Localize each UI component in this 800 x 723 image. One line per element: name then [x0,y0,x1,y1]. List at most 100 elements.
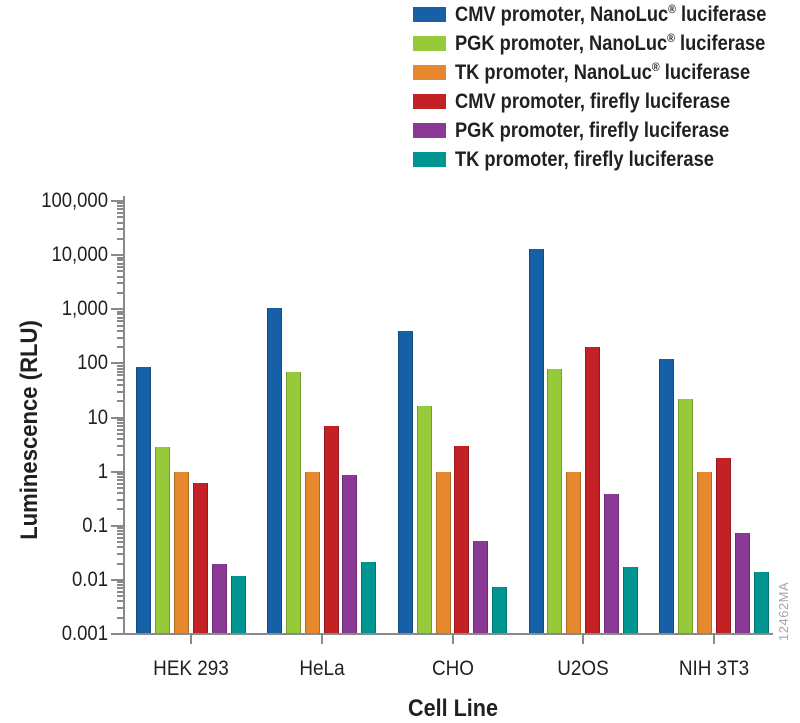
legend-label-text: CMV promoter, firefly luciferase [455,90,731,113]
y-minor-tick [117,221,124,224]
y-minor-tick [117,202,124,205]
bar-6-nih-3t3 [753,571,769,633]
legend-swatch-tk-firefly [413,152,446,167]
y-minor-tick [117,237,124,240]
y-tick-label: 0.01 [72,567,108,591]
bar-6-u2os [622,567,638,633]
y-minor-tick [117,432,124,435]
legend-swatch-cmv-firefly [413,94,446,109]
y-tick-label: 0.001 [61,622,108,645]
legend-item: PGK promoter, firefly luciferase [413,116,800,145]
y-minor-tick [117,329,124,332]
bar-6-hek-293 [230,575,246,633]
y-minor-tick [117,346,124,349]
x-category-label: HEK 293 [153,657,229,680]
y-minor-tick [117,320,124,323]
x-category-label: CHO [431,657,474,680]
y-minor-tick [117,473,124,476]
bar-2-cho [416,406,432,633]
y-minor-tick [117,270,124,273]
y-minor-tick [117,259,124,262]
legend-item: PGK promoter, NanoLuc® luciferase [413,29,800,58]
y-minor-tick [117,374,124,377]
y-minor-tick [117,492,124,495]
y-minor-tick [117,266,124,269]
y-tick-label: 0.1 [82,513,108,537]
y-minor-tick [117,562,124,565]
bar-2-hela [285,371,301,633]
y-tick-label: 10,000 [51,243,108,267]
bar-2-u2os [547,368,563,633]
legend-label-text: TK promoter, NanoLuc [455,61,652,84]
bar-1-hek-293 [136,367,152,633]
bar-5-cho [473,541,489,633]
y-minor-tick [117,364,124,367]
bar-2-nih-3t3 [678,398,694,633]
y-minor-tick [117,498,124,501]
x-tick [320,635,323,644]
legend-label-text: CMV promoter, NanoLuc [455,3,669,26]
y-minor-tick [117,228,124,231]
y-tick-label: 1 [97,459,108,483]
bar-4-hela [323,425,339,633]
legend-item: TK promoter, NanoLuc® luciferase [413,58,800,87]
bar-5-nih-3t3 [734,532,750,633]
y-minor-tick [117,533,124,536]
legend-label: TK promoter, NanoLuc® luciferase [455,58,750,87]
x-tick [713,635,715,644]
x-category-label: NIH 3T3 [678,657,750,680]
y-minor-tick [117,541,124,544]
y-tick-label: 100,000 [41,189,108,212]
bar-3-cho [435,471,451,633]
legend-item: CMV promoter, NanoLuc® luciferase [413,0,800,29]
legend-swatch-tk-nanoluc [413,65,446,80]
y-major-tick [111,416,123,419]
y-major-tick [111,200,123,202]
legend-label-text: PGK promoter, NanoLuc [455,32,668,55]
y-minor-tick [117,527,124,530]
legend-label-text: luciferase [674,32,766,55]
y-minor-tick [117,291,124,294]
bar-1-u2os [528,248,544,633]
y-minor-tick [117,421,124,424]
y-minor-tick [117,378,124,381]
bar-5-hela [342,475,358,633]
watermark: 12462MA [776,581,791,641]
y-major-tick [111,362,123,365]
y-minor-tick [117,553,124,556]
legend-label: CMV promoter, firefly luciferase [455,87,730,116]
x-axis-line [123,633,773,635]
bar-4-nih-3t3 [715,458,731,633]
y-minor-tick [117,428,124,431]
legend-label-text: luciferase [659,61,751,84]
y-tick-label: 1,000 [61,297,108,321]
y-minor-tick [117,454,124,457]
registered-mark: ® [668,2,676,16]
y-minor-tick [117,275,124,278]
y-minor-tick [117,482,124,485]
y-minor-tick [117,418,124,421]
registered-mark: ® [651,60,660,74]
y-minor-tick [117,616,124,619]
registered-mark: ® [667,31,675,45]
legend-label: PGK promoter, firefly luciferase [455,116,729,145]
y-minor-tick [117,316,124,319]
y-tick-label: 100 [77,351,108,375]
y-minor-tick [117,367,124,370]
legend-item: TK promoter, firefly luciferase [413,145,800,174]
y-minor-tick [117,205,124,208]
y-major-tick [111,578,123,581]
y-minor-tick [117,424,124,427]
bar-3-u2os [566,471,582,633]
legend-swatch-pgk-nanoluc [413,36,446,51]
x-category-label: U2OS [557,657,609,680]
y-minor-tick [117,313,124,316]
y-minor-tick [117,400,124,403]
y-minor-tick [117,370,124,373]
bar-6-cho [492,586,508,633]
y-minor-tick [117,216,124,219]
y-minor-tick [117,607,124,610]
bar-1-nih-3t3 [659,359,675,633]
y-minor-tick [117,584,124,587]
